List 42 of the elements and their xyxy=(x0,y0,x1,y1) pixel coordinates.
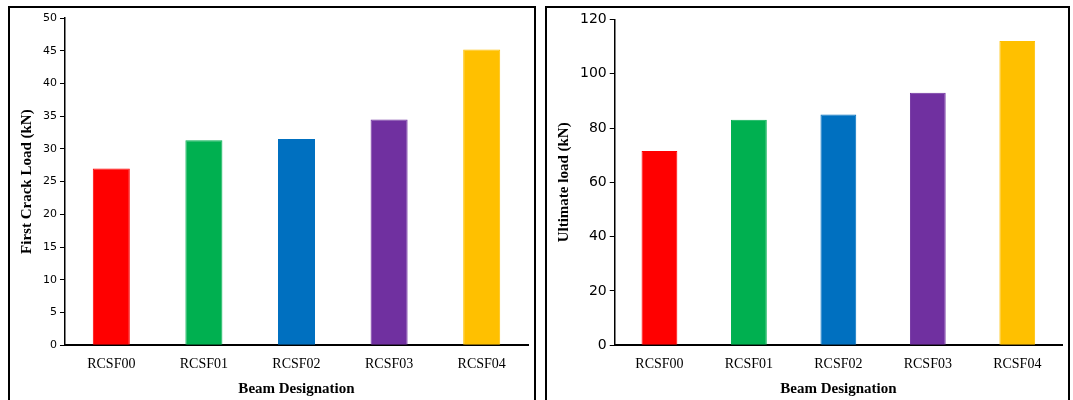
x-axis-title: Beam Designation xyxy=(238,379,356,396)
x-tick-label: RCSF03 xyxy=(903,356,952,372)
x-tick-label: RCSF02 xyxy=(272,356,321,372)
y-tick-label: 20 xyxy=(588,281,607,298)
y-tick-label: 30 xyxy=(43,141,57,155)
y-tick-label: 15 xyxy=(43,239,57,253)
x-tick-label: RCSF01 xyxy=(179,356,229,372)
y-tick-label: 0 xyxy=(597,335,607,352)
y-tick-label: 0 xyxy=(50,338,57,352)
y-tick-label: 10 xyxy=(43,272,57,286)
y-axis-title: First Crack Load (kN) xyxy=(17,109,35,254)
y-tick-label: 35 xyxy=(43,109,57,123)
y-tick-label: 100 xyxy=(579,64,607,81)
x-tick-label: RCSF04 xyxy=(457,356,506,372)
bar xyxy=(731,119,767,345)
x-tick-label: RCSF00 xyxy=(87,356,136,372)
x-tick-label: RCSF00 xyxy=(635,356,684,372)
bar xyxy=(277,139,316,345)
bar xyxy=(641,151,678,345)
bar xyxy=(92,168,130,345)
x-tick-label: RCSF03 xyxy=(364,356,414,372)
y-tick-label: 80 xyxy=(588,118,607,135)
bar xyxy=(999,41,1036,345)
x-tick-label: RCSF04 xyxy=(993,356,1042,372)
y-axis-title: Ultimate load (kN) xyxy=(554,122,572,243)
y-tick-label: 120 xyxy=(579,10,607,27)
y-tick-label: 45 xyxy=(43,43,57,57)
y-tick-label: 5 xyxy=(50,305,57,319)
bar xyxy=(185,140,223,345)
x-tick-label: RCSF01 xyxy=(724,356,774,372)
y-tick-label: 25 xyxy=(43,174,57,188)
bar xyxy=(463,49,501,345)
bar xyxy=(820,114,857,345)
y-tick-label: 50 xyxy=(43,10,57,24)
x-tick-label: RCSF02 xyxy=(814,356,863,372)
y-tick-label: 40 xyxy=(43,76,57,90)
x-axis-title: Beam Designation xyxy=(780,379,898,396)
bar xyxy=(909,92,946,345)
y-tick-label: 40 xyxy=(588,227,607,244)
y-tick-label: 60 xyxy=(588,172,607,189)
y-tick-label: 20 xyxy=(43,207,57,221)
bar xyxy=(370,119,408,345)
